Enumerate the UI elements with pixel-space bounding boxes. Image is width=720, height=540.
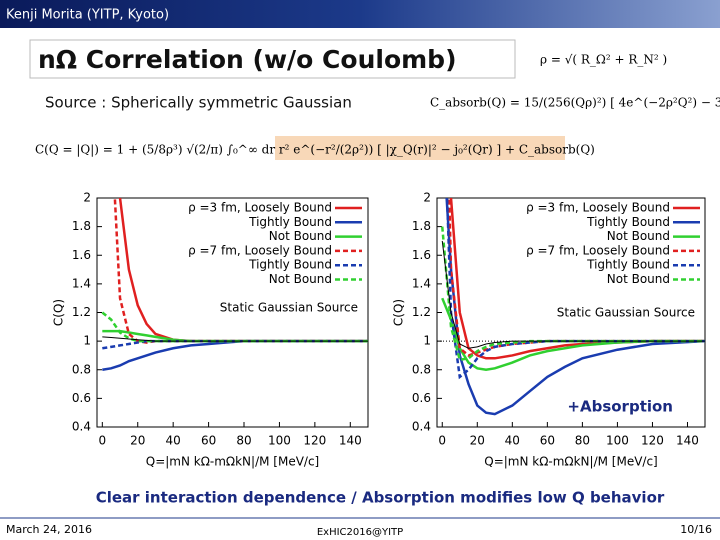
y-tick-label: 2 xyxy=(83,191,91,205)
x-tick-label: 100 xyxy=(606,434,629,448)
y-tick-label: 1.8 xyxy=(72,219,91,233)
legend-label: Not Bound xyxy=(269,272,332,286)
y-tick-label: 2 xyxy=(423,191,431,205)
legend-label: Tightly Bound xyxy=(248,258,332,272)
x-tick-label: 20 xyxy=(130,434,145,448)
formula-rho: ρ = √( R_Ω² + R_N² ) xyxy=(540,53,667,67)
header-bar xyxy=(0,0,720,28)
x-tick-label: 40 xyxy=(166,434,181,448)
series-line xyxy=(441,297,705,372)
plot-area xyxy=(437,198,705,416)
x-tick-label: 140 xyxy=(339,434,362,448)
legend-label: ρ =3 fm, Loosely Bound xyxy=(188,201,332,215)
legend-label: ρ =3 fm, Loosely Bound xyxy=(526,201,670,215)
charts: 0.40.60.811.21.41.61.820 20 40 60 80 100 120 14… xyxy=(52,191,706,469)
x-tick-label: 40 xyxy=(505,434,520,448)
x-tick-label: 20 xyxy=(470,434,485,448)
x-tick-label: 60 xyxy=(540,434,555,448)
y-tick-label: 1.6 xyxy=(72,248,91,262)
legend-label: Not Bound xyxy=(607,272,670,286)
legend-label: Static Gaussian Source xyxy=(220,301,358,315)
footer-date: March 24, 2016 xyxy=(6,523,92,536)
x-tick-label: 120 xyxy=(303,434,326,448)
y-tick-label: 0.6 xyxy=(72,391,91,405)
y-tick-label: 0.4 xyxy=(72,420,91,434)
title-box xyxy=(29,39,516,79)
y-tick-label: 1.2 xyxy=(412,305,431,319)
x-axis-label: Q=|mN kΩ-mΩkN|/M [MeV/c] xyxy=(484,455,657,469)
y-tick-label: 0.6 xyxy=(412,391,431,405)
x-tick-label: 80 xyxy=(575,434,590,448)
legend-label: ρ =7 fm, Loosely Bound xyxy=(526,243,670,257)
x-tick-label: 0 xyxy=(438,434,446,448)
y-axis-label: C(Q) xyxy=(52,299,66,326)
series-line xyxy=(441,240,705,349)
legend-label: Not Bound xyxy=(607,229,670,243)
legend-label: Tightly Bound xyxy=(586,258,670,272)
legend-label: Tightly Bound xyxy=(586,215,670,229)
x-tick-label: 120 xyxy=(641,434,664,448)
x-tick-label: 0 xyxy=(98,434,106,448)
y-axis-label: C(Q) xyxy=(392,299,406,326)
y-tick-label: 1.2 xyxy=(72,305,91,319)
x-tick-label: 100 xyxy=(268,434,291,448)
y-tick-label: 0.4 xyxy=(412,420,431,434)
y-tick-label: 0.8 xyxy=(72,362,91,376)
series-line xyxy=(102,336,368,342)
formula-main: C(Q = |Q|) = 1 + (5/8ρ³) √(2/π) ∫₀^∞ dr … xyxy=(35,143,595,157)
y-tick-label: 1.4 xyxy=(412,276,431,290)
y-tick-label: 1 xyxy=(83,334,91,348)
header: Kenji Morita (YITP, Kyoto) xyxy=(6,8,169,23)
conclusion: Clear interaction dependence / Absorptio… xyxy=(96,489,665,507)
x-tick-label: 60 xyxy=(201,434,216,448)
y-tick-label: 1.4 xyxy=(72,276,91,290)
plot-area xyxy=(101,198,368,371)
title: nΩ Correlation (w/o Coulomb) xyxy=(38,45,457,74)
legend-label: ρ =7 fm, Loosely Bound xyxy=(188,243,332,257)
legend-label: Tightly Bound xyxy=(248,215,332,229)
x-axis-label: Q=|mN kΩ-mΩkN|/M [MeV/c] xyxy=(146,455,319,469)
x-tick-label: 80 xyxy=(236,434,251,448)
footer-venue: ExHIC2016@YITP xyxy=(317,527,403,538)
y-tick-label: 1.8 xyxy=(412,219,431,233)
source: Source : Spherically symmetric Gaussian xyxy=(45,94,352,112)
footer-page: 10/16 xyxy=(680,523,712,536)
formula-absorb: C_absorb(Q) = 15/(256(Qρ)²) [ 4e^(−2ρ²Q²… xyxy=(430,96,720,110)
annotation: +Absorption xyxy=(567,398,673,416)
series-line xyxy=(102,339,368,350)
legend-label: Static Gaussian Source xyxy=(557,306,695,320)
x-tick-label: 140 xyxy=(676,434,699,448)
y-tick-label: 1 xyxy=(423,334,431,348)
y-tick-label: 0.8 xyxy=(412,362,431,376)
legend-label: Not Bound xyxy=(269,229,332,243)
series-line xyxy=(445,198,705,416)
formula-highlight xyxy=(275,136,565,160)
y-tick-label: 1.6 xyxy=(412,248,431,262)
